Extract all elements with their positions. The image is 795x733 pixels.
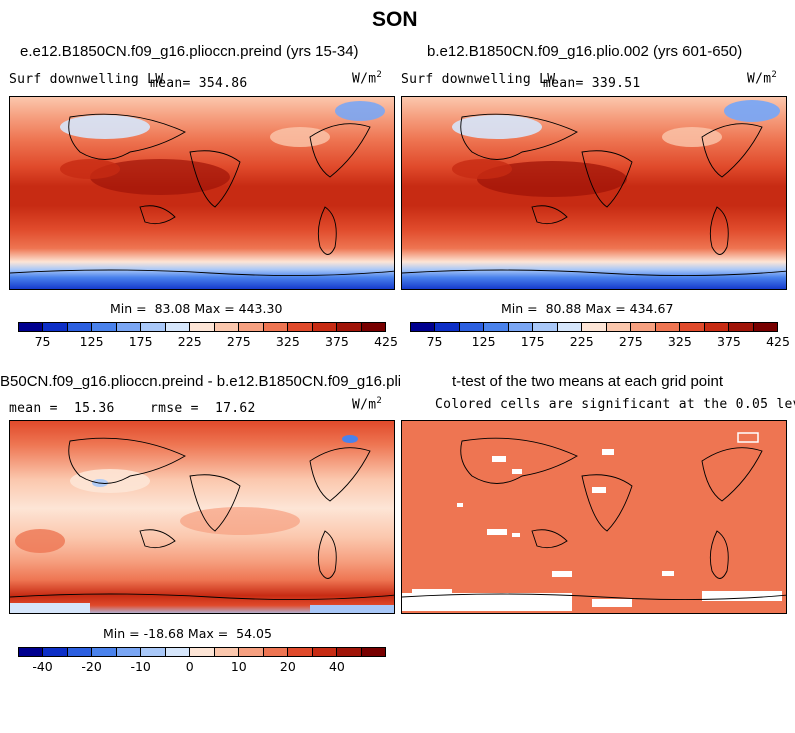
- panel-3-colorbar-box: [239, 648, 264, 656]
- panel-4-case-title: t-test of the two means at each grid poi…: [452, 373, 723, 390]
- panel-1-colorbar-box: [116, 323, 142, 331]
- panel-3-colorbar-box: [190, 648, 215, 656]
- panel-2-colorbar-tick-label: 75: [426, 334, 443, 349]
- panel-2-colorbar-box: [680, 323, 705, 331]
- panel-1-map: [9, 96, 395, 290]
- panel-2-colorbar-box: [606, 323, 632, 331]
- panel-1-colorbar-tick-label: 175: [128, 334, 153, 349]
- panel-3-colorbar-box: [361, 648, 386, 656]
- panel-3-colorbar-box: [263, 648, 289, 656]
- panel-1-colorbar-box: [141, 323, 166, 331]
- panel-2-colorbar: [410, 322, 778, 332]
- panel-3-colorbar-tick-label: 20: [279, 659, 296, 674]
- panel-1-colorbar-box: [288, 323, 313, 331]
- panel-3-colorbar-box: [337, 648, 362, 656]
- panel-1-colorbar-box: [190, 323, 215, 331]
- panel-3-colorbar-box: [214, 648, 240, 656]
- panel-2-colorbar-tick-label: 275: [618, 334, 643, 349]
- panel-3-colorbar-box: [165, 648, 191, 656]
- panel-2-colorbar-box: [435, 323, 460, 331]
- panel-2-colorbar-box: [459, 323, 485, 331]
- panel-3-units: W/m2: [352, 396, 383, 413]
- panel-2-colorbar-tick-label: 125: [471, 334, 496, 349]
- panel-1-colorbar-tick-label: 75: [34, 334, 51, 349]
- panel-1-colorbar-tick-label: 125: [79, 334, 104, 349]
- panel-1-colorbar-box: [263, 323, 289, 331]
- panel-1-colorbar-box: [312, 323, 338, 331]
- panel-2-colorbar-box: [631, 323, 656, 331]
- panel-1-colorbar-box: [67, 323, 93, 331]
- panel-1-minmax: Min = 83.08 Max = 443.30: [110, 301, 283, 316]
- panel-3-case-title: B50CN.f09_g16.plioccn.preind - b.e12.B18…: [0, 373, 400, 390]
- panel-3-colorbar-tick-label: -10: [130, 659, 151, 674]
- panel-3-colorbar-tick-label: 10: [230, 659, 247, 674]
- panel-3-colorbar-box: [312, 648, 338, 656]
- panel-2-colorbar-tick-label: 175: [520, 334, 545, 349]
- panel-3-colorbar: [18, 647, 386, 657]
- panel-3-colorbar-box: [288, 648, 313, 656]
- panel-1-colorbar-box: [361, 323, 386, 331]
- panel-2-colorbar-tick-label: 225: [569, 334, 594, 349]
- panel-2-colorbar-box: [533, 323, 558, 331]
- panel-2-map: [401, 96, 787, 290]
- panel-3-map: [9, 420, 395, 614]
- panel-2-units: W/m2: [747, 70, 778, 87]
- panel-2-mean: mean= 339.51: [543, 76, 641, 91]
- panel-1-colorbar-tick-label: 375: [324, 334, 349, 349]
- panel-1-colorbar-box: [19, 323, 44, 331]
- panel-3-rmse: rmse = 17.62: [150, 401, 256, 416]
- panel-1-mean: mean= 354.86: [150, 76, 248, 91]
- panel-3-colorbar-box: [116, 648, 142, 656]
- panel-2-colorbar-box: [508, 323, 534, 331]
- panel-3-colorbar-tick-label: 0: [185, 659, 194, 674]
- panel-4-map: [401, 420, 787, 614]
- panel-3-colorbar-box: [67, 648, 93, 656]
- panel-3-minmax: Min = -18.68 Max = 54.05: [103, 626, 272, 641]
- panel-3-mean: mean = 15.36: [9, 401, 115, 416]
- panel-2-colorbar-tick-label: 325: [667, 334, 692, 349]
- panel-3-colorbar-box: [19, 648, 44, 656]
- panel-1-colorbar-box: [239, 323, 264, 331]
- panel-3-colorbar-box: [141, 648, 166, 656]
- panel-2-colorbar-box: [582, 323, 607, 331]
- panel-3-colorbar-tick-label: 40: [328, 659, 345, 674]
- panel-1-colorbar: [18, 322, 386, 332]
- panel-1-colorbar-box: [92, 323, 117, 331]
- panel-2-colorbar-tick-label: 375: [716, 334, 741, 349]
- panel-3-colorbar-tick-label: -40: [32, 659, 53, 674]
- panel-1-colorbar-tick-label: 275: [226, 334, 251, 349]
- panel-3-colorbar-tick-label: -20: [81, 659, 102, 674]
- panel-2-colorbar-box: [655, 323, 681, 331]
- panel-1-colorbar-tick-label: 225: [177, 334, 202, 349]
- panel-1-case-title: e.e12.B1850CN.f09_g16.plioccn.preind (yr…: [20, 43, 359, 60]
- panel-3-colorbar-box: [43, 648, 68, 656]
- panel-1-colorbar-box: [165, 323, 191, 331]
- panel-1-variable: Surf downwelling LW: [9, 72, 164, 87]
- figure-title: SON: [372, 8, 418, 31]
- panel-2-case-title: b.e12.B1850CN.f09_g16.plio.002 (yrs 601-…: [427, 43, 743, 60]
- panel-2-colorbar-box: [753, 323, 778, 331]
- panel-3-colorbar-box: [92, 648, 117, 656]
- panel-4-note: Colored cells are significant at the 0.0…: [435, 397, 795, 412]
- panel-2-minmax: Min = 80.88 Max = 434.67: [501, 301, 674, 316]
- panel-1-colorbar-tick-label: 325: [275, 334, 300, 349]
- panel-1-colorbar-box: [337, 323, 362, 331]
- panel-2-colorbar-box: [557, 323, 583, 331]
- panel-1-colorbar-tick-label: 425: [374, 334, 398, 349]
- panel-2-colorbar-box: [411, 323, 436, 331]
- panel-2-colorbar-tick-label: 425: [766, 334, 790, 349]
- panel-2-colorbar-box: [704, 323, 730, 331]
- panel-2-colorbar-box: [729, 323, 754, 331]
- panel-1-units: W/m2: [352, 70, 383, 87]
- panel-1-colorbar-box: [43, 323, 68, 331]
- panel-2-colorbar-box: [484, 323, 509, 331]
- panel-2-variable: Surf downwelling LW: [401, 72, 556, 87]
- panel-1-colorbar-box: [214, 323, 240, 331]
